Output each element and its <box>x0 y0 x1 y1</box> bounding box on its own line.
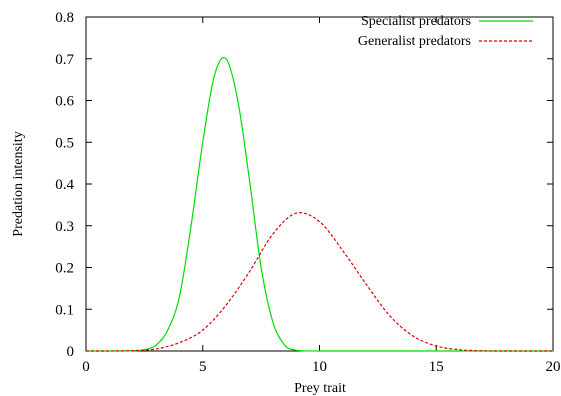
x-tick-label: 0 <box>82 359 90 375</box>
series-line-1 <box>85 57 553 352</box>
y-tick-label: 0.3 <box>55 219 74 235</box>
plot-frame <box>85 16 554 352</box>
y-axis-label: Predation intensity <box>11 131 26 236</box>
x-tick-label: 10 <box>312 359 327 375</box>
legend: Specialist predators Generalist predators <box>358 14 533 49</box>
y-tick-label: 0.8 <box>55 10 74 26</box>
y-tick-label: 0 <box>67 344 75 360</box>
x-tick-label: 20 <box>546 359 561 375</box>
x-axis-label: Prey trait <box>294 381 346 396</box>
legend-label-1: Specialist predators <box>361 14 471 29</box>
x-tick-label: 15 <box>429 359 444 375</box>
y-tick-label: 0.6 <box>55 94 74 110</box>
y-tick-label: 0.5 <box>55 135 74 151</box>
axis-ticks: 0 5 10 15 20 0 0.1 0.2 0.3 0.4 0.5 0.6 0.7 0.8 <box>55 10 560 375</box>
series-line-2 <box>85 212 554 352</box>
y-tick-label: 0.7 <box>55 52 74 68</box>
legend-label-2: Generalist predators <box>358 34 471 49</box>
y-tick-label: 0.4 <box>55 177 74 193</box>
x-tick-label: 5 <box>199 359 207 375</box>
y-tick-label: 0.2 <box>55 261 74 277</box>
data-series <box>85 57 554 352</box>
y-tick-label: 0.1 <box>55 302 74 318</box>
